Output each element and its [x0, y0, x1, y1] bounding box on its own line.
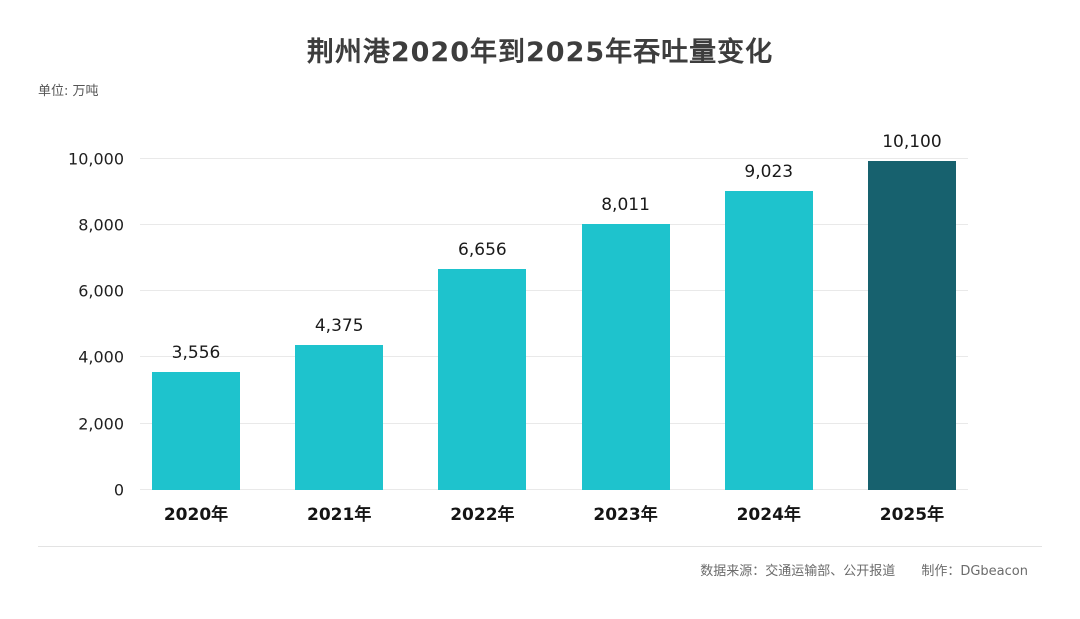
- x-axis-tick-label: 2024年: [736, 505, 801, 525]
- data-source-label: 数据来源：交通运输部、公开报道: [700, 564, 896, 579]
- bar-value-label: 10,100: [882, 132, 942, 152]
- gridline: [140, 290, 968, 292]
- gridline: [140, 157, 968, 159]
- bars-row: 3,556 4,375 6,656 8,011 9,023 10,100: [140, 132, 968, 490]
- y-axis-tick-label: 8,000: [78, 215, 124, 235]
- bar-column: 8,011: [581, 132, 670, 490]
- bar-value-label: 6,656: [458, 240, 507, 261]
- bar-column: 3,556: [152, 132, 240, 490]
- bar-chart: 0 2,000 4,000 6,000 8,000 10,000 3,556 4,375 6,6…: [68, 132, 968, 525]
- gridline: [140, 223, 968, 225]
- x-axis-tick-label: 2025年: [879, 505, 945, 525]
- x-axis-tick-label: 2022年: [450, 505, 515, 525]
- x-axis-tick-label: 2023年: [593, 505, 658, 525]
- x-axis: 2020年 2021年 2022年 2023年 2024年 2025年: [140, 500, 968, 525]
- bar-value-label: 4,375: [314, 315, 364, 336]
- x-axis-tick-label: 2021年: [307, 505, 372, 525]
- y-axis-tick-label: 2,000: [78, 414, 124, 434]
- footer-divider: [38, 546, 1042, 547]
- bar-value-label: 3,556: [171, 343, 221, 364]
- y-axis-tick-label: 10,000: [68, 149, 124, 169]
- chart-title: 荆州港2020年到2025年吞吐量变化: [306, 37, 774, 68]
- gridline: [140, 356, 968, 358]
- plot-area: 0 2,000 4,000 6,000 8,000 10,000 3,556 4,375 6,6…: [68, 132, 968, 500]
- bar-2020年: [152, 372, 240, 490]
- bar-column: 4,375: [295, 132, 384, 490]
- y-axis-tick-label: 6,000: [78, 281, 124, 301]
- bar-2023年: [581, 224, 670, 490]
- y-axis-tick-label: 0: [113, 480, 124, 500]
- bar-2021年: [295, 344, 384, 490]
- bar-2022年: [438, 269, 527, 490]
- bar-value-label: 9,023: [744, 161, 794, 182]
- bar-column: 6,656: [438, 132, 527, 490]
- maker-label: 制作：DGbeacon: [921, 564, 1028, 579]
- gridline: [140, 489, 968, 490]
- source-note: 数据来源：交通运输部、公开报道 制作：DGbeacon: [700, 560, 1028, 579]
- x-axis-tick-label: 2020年: [163, 505, 229, 525]
- bar-column: 9,023: [724, 132, 813, 490]
- bar-value-label: 8,011: [601, 195, 650, 216]
- y-axis-tick-label: 4,000: [78, 347, 124, 367]
- bar-2025年: [867, 161, 956, 490]
- bar-column: 10,100: [867, 132, 956, 490]
- gridline: [140, 422, 968, 424]
- bar-2024年: [724, 190, 813, 490]
- unit-label: 单位: 万吨: [38, 84, 99, 99]
